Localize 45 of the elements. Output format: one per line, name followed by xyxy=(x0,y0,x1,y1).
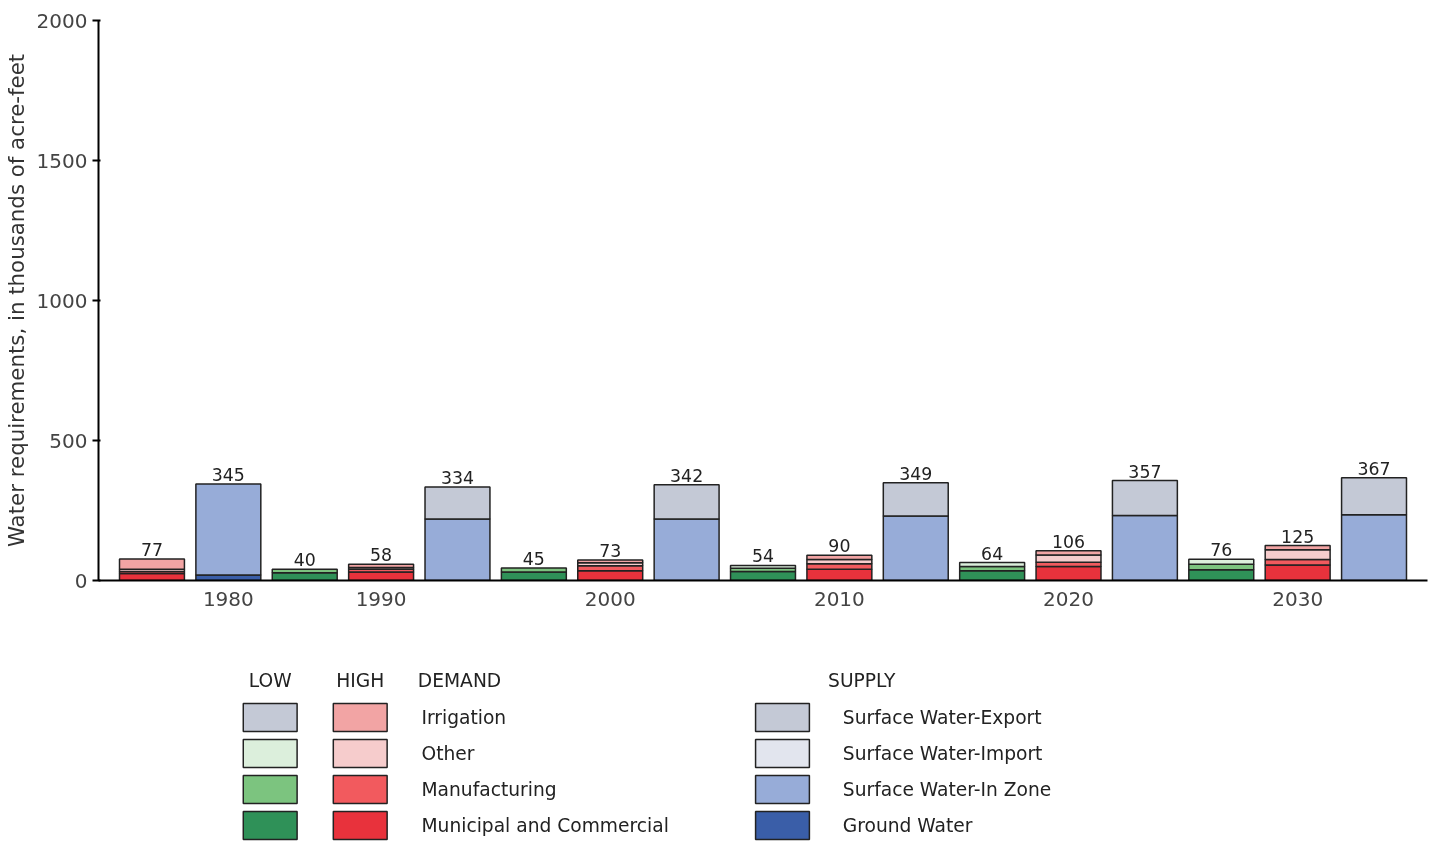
x-tick-label: 2000 xyxy=(584,586,636,611)
x-tick-label: 1990 xyxy=(355,586,407,611)
total-label: 58 xyxy=(370,545,393,566)
legend-label: Other xyxy=(421,743,475,764)
total-label: 73 xyxy=(599,541,622,562)
text: HIGH xyxy=(336,670,385,691)
bar xyxy=(729,564,797,569)
x-tick-label: 1980 xyxy=(202,586,254,611)
x-tick-label: 2030 xyxy=(1272,586,1324,611)
total-label: 367 xyxy=(1357,458,1391,479)
legend-label: Surface Water-In Zone xyxy=(842,779,1052,800)
total-label: 90 xyxy=(828,536,851,557)
total-label: 77 xyxy=(140,539,163,560)
legend-label: Irrigation xyxy=(421,707,507,728)
x-tick-label: 2010 xyxy=(813,586,865,611)
total-label: 357 xyxy=(1128,461,1162,482)
legend-label: Manufacturing xyxy=(421,779,557,800)
total-label: 345 xyxy=(211,464,245,485)
text: SUPPLY xyxy=(828,670,896,691)
y-tick-label: 1000 xyxy=(36,288,88,313)
total-label: 342 xyxy=(670,465,704,486)
y-tick-label: 500 xyxy=(49,428,88,453)
total-label: 125 xyxy=(1281,526,1315,547)
y-tick-label: 1500 xyxy=(36,148,88,173)
text: LOW xyxy=(248,670,292,691)
y-axis-title: Water requirements, in thousands of acre-feet xyxy=(3,53,29,548)
legend-label: Surface Water-Export xyxy=(842,707,1042,728)
x-tick-label: 2020 xyxy=(1043,586,1094,611)
total-label: 349 xyxy=(899,463,933,484)
total-label: 334 xyxy=(440,467,475,488)
text: DEMAND xyxy=(417,670,502,691)
total-label: 76 xyxy=(1210,540,1233,561)
bar xyxy=(958,561,1026,568)
total-label: 64 xyxy=(981,543,1004,564)
total-label: 54 xyxy=(751,546,775,567)
total-label: 45 xyxy=(522,548,545,569)
y-tick-label: 2000 xyxy=(36,8,88,33)
total-label: 40 xyxy=(293,550,316,571)
legend-label: Surface Water-Import xyxy=(842,743,1043,764)
legend-label: Municipal and Commercial xyxy=(421,815,669,836)
legend-label: Ground Water xyxy=(842,815,973,836)
total-label: 106 xyxy=(1051,531,1086,552)
bar xyxy=(118,558,186,571)
y-tick-label: 0 xyxy=(74,568,88,593)
bar xyxy=(195,483,262,576)
